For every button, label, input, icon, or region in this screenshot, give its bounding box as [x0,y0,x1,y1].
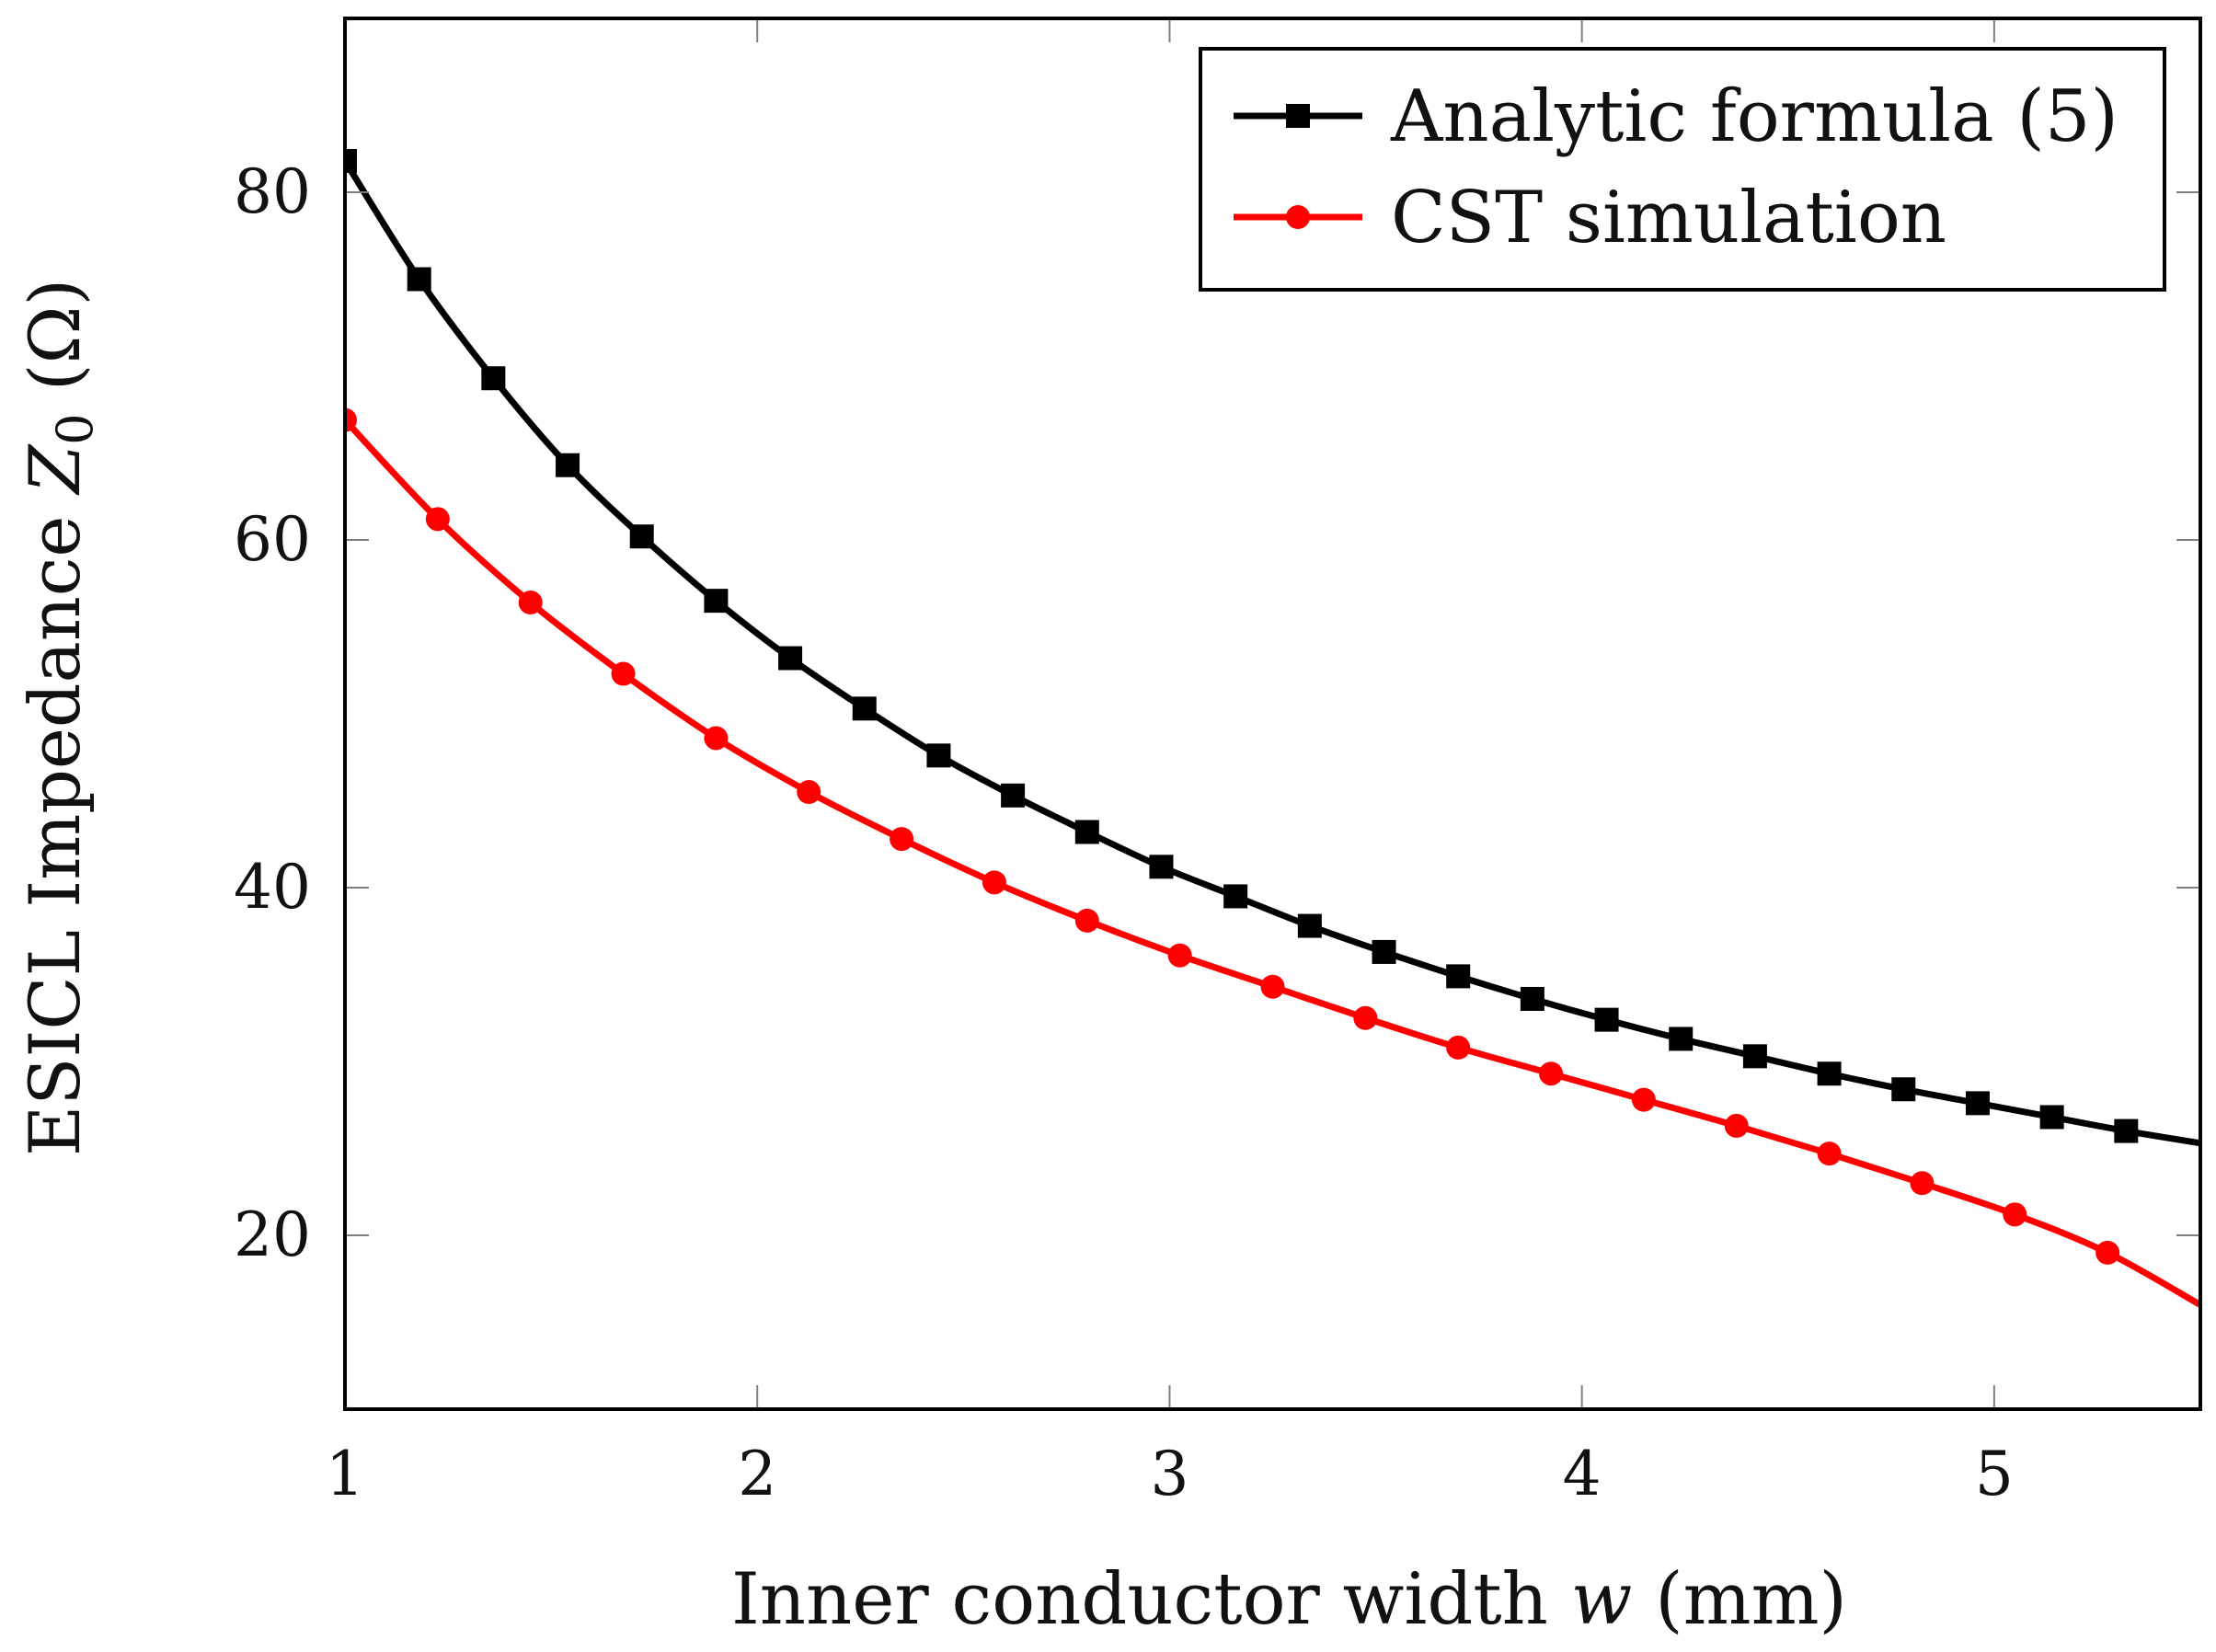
marker-circle [1817,1141,1842,1166]
marker-square [1074,820,1099,844]
marker-circle [1074,908,1099,933]
y-axis-label: ESICL Impedance Z0 (Ω) [14,279,104,1156]
y-tick-label: 20 [234,1199,311,1270]
marker-square [1965,1091,1990,1116]
marker-square [1594,1007,1619,1032]
legend-label-1: CST simulation [1391,177,1946,259]
legend-marker-circle [1286,205,1310,229]
marker-square [1742,1044,1767,1069]
marker-square [407,267,431,292]
marker-circle [518,591,543,615]
plot-frame [343,17,2202,1411]
marker-square [704,589,729,614]
y-tick-label: 40 [234,852,311,923]
marker-square [1520,986,1544,1011]
marker-square [852,696,877,721]
marker-square [1372,939,1396,964]
legend-label-0: Analytic formula (5) [1390,75,2118,158]
marker-square [2039,1105,2064,1130]
marker-square [1001,783,1026,808]
marker-circle [890,827,914,852]
marker-circle [797,780,821,805]
marker-circle [1167,943,1192,968]
marker-square [778,646,803,671]
marker-circle [1260,974,1285,999]
y-tick-label: 60 [234,504,311,575]
marker-circle [1446,1035,1471,1060]
legend-marker-square [1286,104,1310,128]
marker-square [1446,964,1471,989]
marker-circle [611,661,636,686]
marker-circle [704,726,729,751]
x-tick-label: 1 [326,1439,364,1509]
x-tick-label: 5 [1975,1439,2014,1509]
marker-square [1297,913,1322,938]
marker-circle [982,870,1006,895]
marker-square [629,524,654,549]
marker-square [926,743,951,768]
marker-square [2114,1119,2139,1143]
x-tick-label: 4 [1563,1439,1602,1509]
marker-square [1223,884,1248,909]
marker-circle [1910,1171,1935,1196]
marker-square [1891,1077,1916,1102]
marker-square [1149,855,1174,879]
marker-circle [425,507,450,532]
marker-circle [2003,1202,2027,1227]
marker-square [1817,1061,1842,1086]
marker-circle [2095,1240,2120,1265]
marker-circle [1631,1087,1656,1112]
y-tick-label: 80 [234,156,311,227]
marker-square [481,366,506,391]
legend-box [1199,47,2166,292]
marker-circle [1539,1061,1564,1086]
x-tick-label: 2 [738,1439,776,1509]
marker-square [556,453,580,477]
marker-square [345,148,357,173]
x-axis-label: Inner conductor width w (mm) [731,1558,1847,1641]
x-tick-label: 3 [1150,1439,1188,1509]
marker-circle [1724,1113,1749,1138]
marker-circle [1353,1005,1378,1030]
marker-circle [345,407,357,432]
marker-square [1669,1027,1694,1051]
